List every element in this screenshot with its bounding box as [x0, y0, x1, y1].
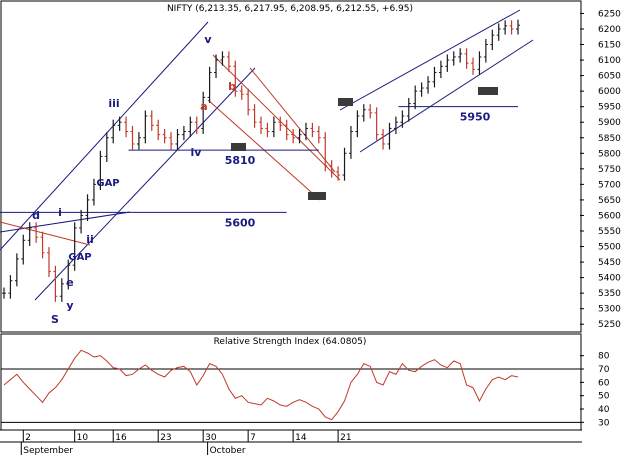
rsi-y-tick-label: 80 — [598, 352, 610, 362]
x-tick-label: 10 — [77, 433, 89, 443]
price-y-tick-label: 5900 — [598, 118, 621, 128]
price-y-tick-label: 5700 — [598, 180, 621, 190]
marker-box-1 — [231, 143, 246, 151]
trendline-d — [0, 211, 131, 233]
marker-box-4 — [478, 87, 498, 95]
price-y-tick-label: 5600 — [598, 211, 621, 221]
wave-label-iii: iii — [108, 97, 119, 110]
price-y-tick-label: 5750 — [598, 165, 621, 175]
rsi-y-axis: 30 40 50 60 70 80 — [1, 352, 610, 428]
x-tick-label: 23 — [160, 433, 171, 443]
wave-labels: v iii iv a b d i ii e y S GAP GAP — [32, 33, 236, 326]
x-tick-label: 16 — [115, 433, 127, 443]
price-y-tick-label: 6000 — [598, 87, 621, 97]
x-tick-label: 7 — [250, 433, 256, 443]
price-y-axis: 5250 5300 5350 5400 5450 5500 5550 5600 5650 5700… — [580, 9, 621, 330]
channel-lower-line-left — [34, 67, 256, 301]
marker-boxes — [231, 87, 498, 200]
support-label-5810: 5810 — [225, 154, 256, 167]
price-y-tick-label: 6050 — [598, 72, 621, 82]
x-tick-label: 14 — [295, 433, 307, 443]
month-label: October — [210, 446, 246, 455]
gap-label-upper: GAP — [96, 178, 119, 189]
support-lines: 5600 5810 5950 — [0, 106, 518, 229]
rsi-y-tick-label: 60 — [598, 378, 610, 388]
price-y-tick-label: 6200 — [598, 25, 621, 35]
price-y-tick-label: 5300 — [598, 305, 621, 315]
month-label: September — [23, 446, 73, 455]
gap-label-lower: GAP — [68, 252, 91, 263]
rsi-y-tick-label: 30 — [598, 418, 610, 428]
price-y-tick-label: 5650 — [598, 196, 621, 206]
x-tick-label: 2 — [25, 433, 31, 443]
wave-label-y: y — [66, 299, 73, 312]
price-series — [2, 19, 520, 302]
rsi-y-tick-label: 50 — [598, 392, 610, 402]
price-y-tick-label: 5800 — [598, 149, 621, 159]
support-label-5600: 5600 — [225, 216, 256, 229]
channel-lower-line-right — [359, 39, 534, 153]
price-y-tick-label: 6250 — [598, 9, 621, 19]
support-label-5950: 5950 — [460, 111, 491, 124]
price-y-tick-label: 5250 — [598, 320, 621, 330]
wave-label-i: i — [58, 206, 62, 219]
price-y-tick-label: 5850 — [598, 134, 621, 144]
channel-upper-line-right — [339, 9, 521, 111]
x-tick-label: 30 — [205, 433, 217, 443]
wave-label-d: d — [32, 209, 40, 222]
price-chart-title: NIFTY (6,213.35, 6,217.95, 6,208.95, 6,2… — [167, 4, 413, 14]
price-panel-frame — [0, 0, 582, 333]
red-channel-lower-a — [249, 67, 336, 173]
price-y-tick-label: 5400 — [598, 274, 621, 284]
price-y-tick-label: 6150 — [598, 41, 621, 51]
red-channel-upper — [212, 54, 341, 181]
rsi-series — [3, 349, 519, 421]
wave-label-v: v — [204, 33, 212, 46]
wave-label-e: e — [66, 276, 73, 289]
price-y-tick-label: 5450 — [598, 258, 621, 268]
rsi-line — [3, 349, 519, 421]
wave-label-iv: iv — [191, 146, 203, 159]
wave-label-a: a — [200, 100, 207, 113]
price-y-tick-label: 5550 — [598, 227, 621, 237]
x-tick-label: 21 — [340, 433, 351, 443]
wave-label-S: S — [51, 313, 59, 326]
wave-label-b: b — [228, 80, 236, 93]
price-y-tick-label: 5500 — [598, 243, 621, 253]
x-axis: 2 10 16 23 30 7 14 21 September October — [20, 430, 352, 456]
rsi-y-tick-label: 40 — [598, 405, 610, 415]
price-y-tick-label: 6100 — [598, 56, 621, 66]
rsi-y-tick-label: 70 — [598, 365, 610, 375]
marker-box-2 — [308, 192, 326, 200]
wave-label-ii: ii — [86, 233, 94, 246]
marker-box-3 — [338, 98, 353, 106]
rsi-chart-title: Relative Strength Index (64.0805) — [214, 337, 367, 347]
price-y-tick-label: 5950 — [598, 103, 621, 113]
price-y-tick-label: 5350 — [598, 289, 621, 299]
